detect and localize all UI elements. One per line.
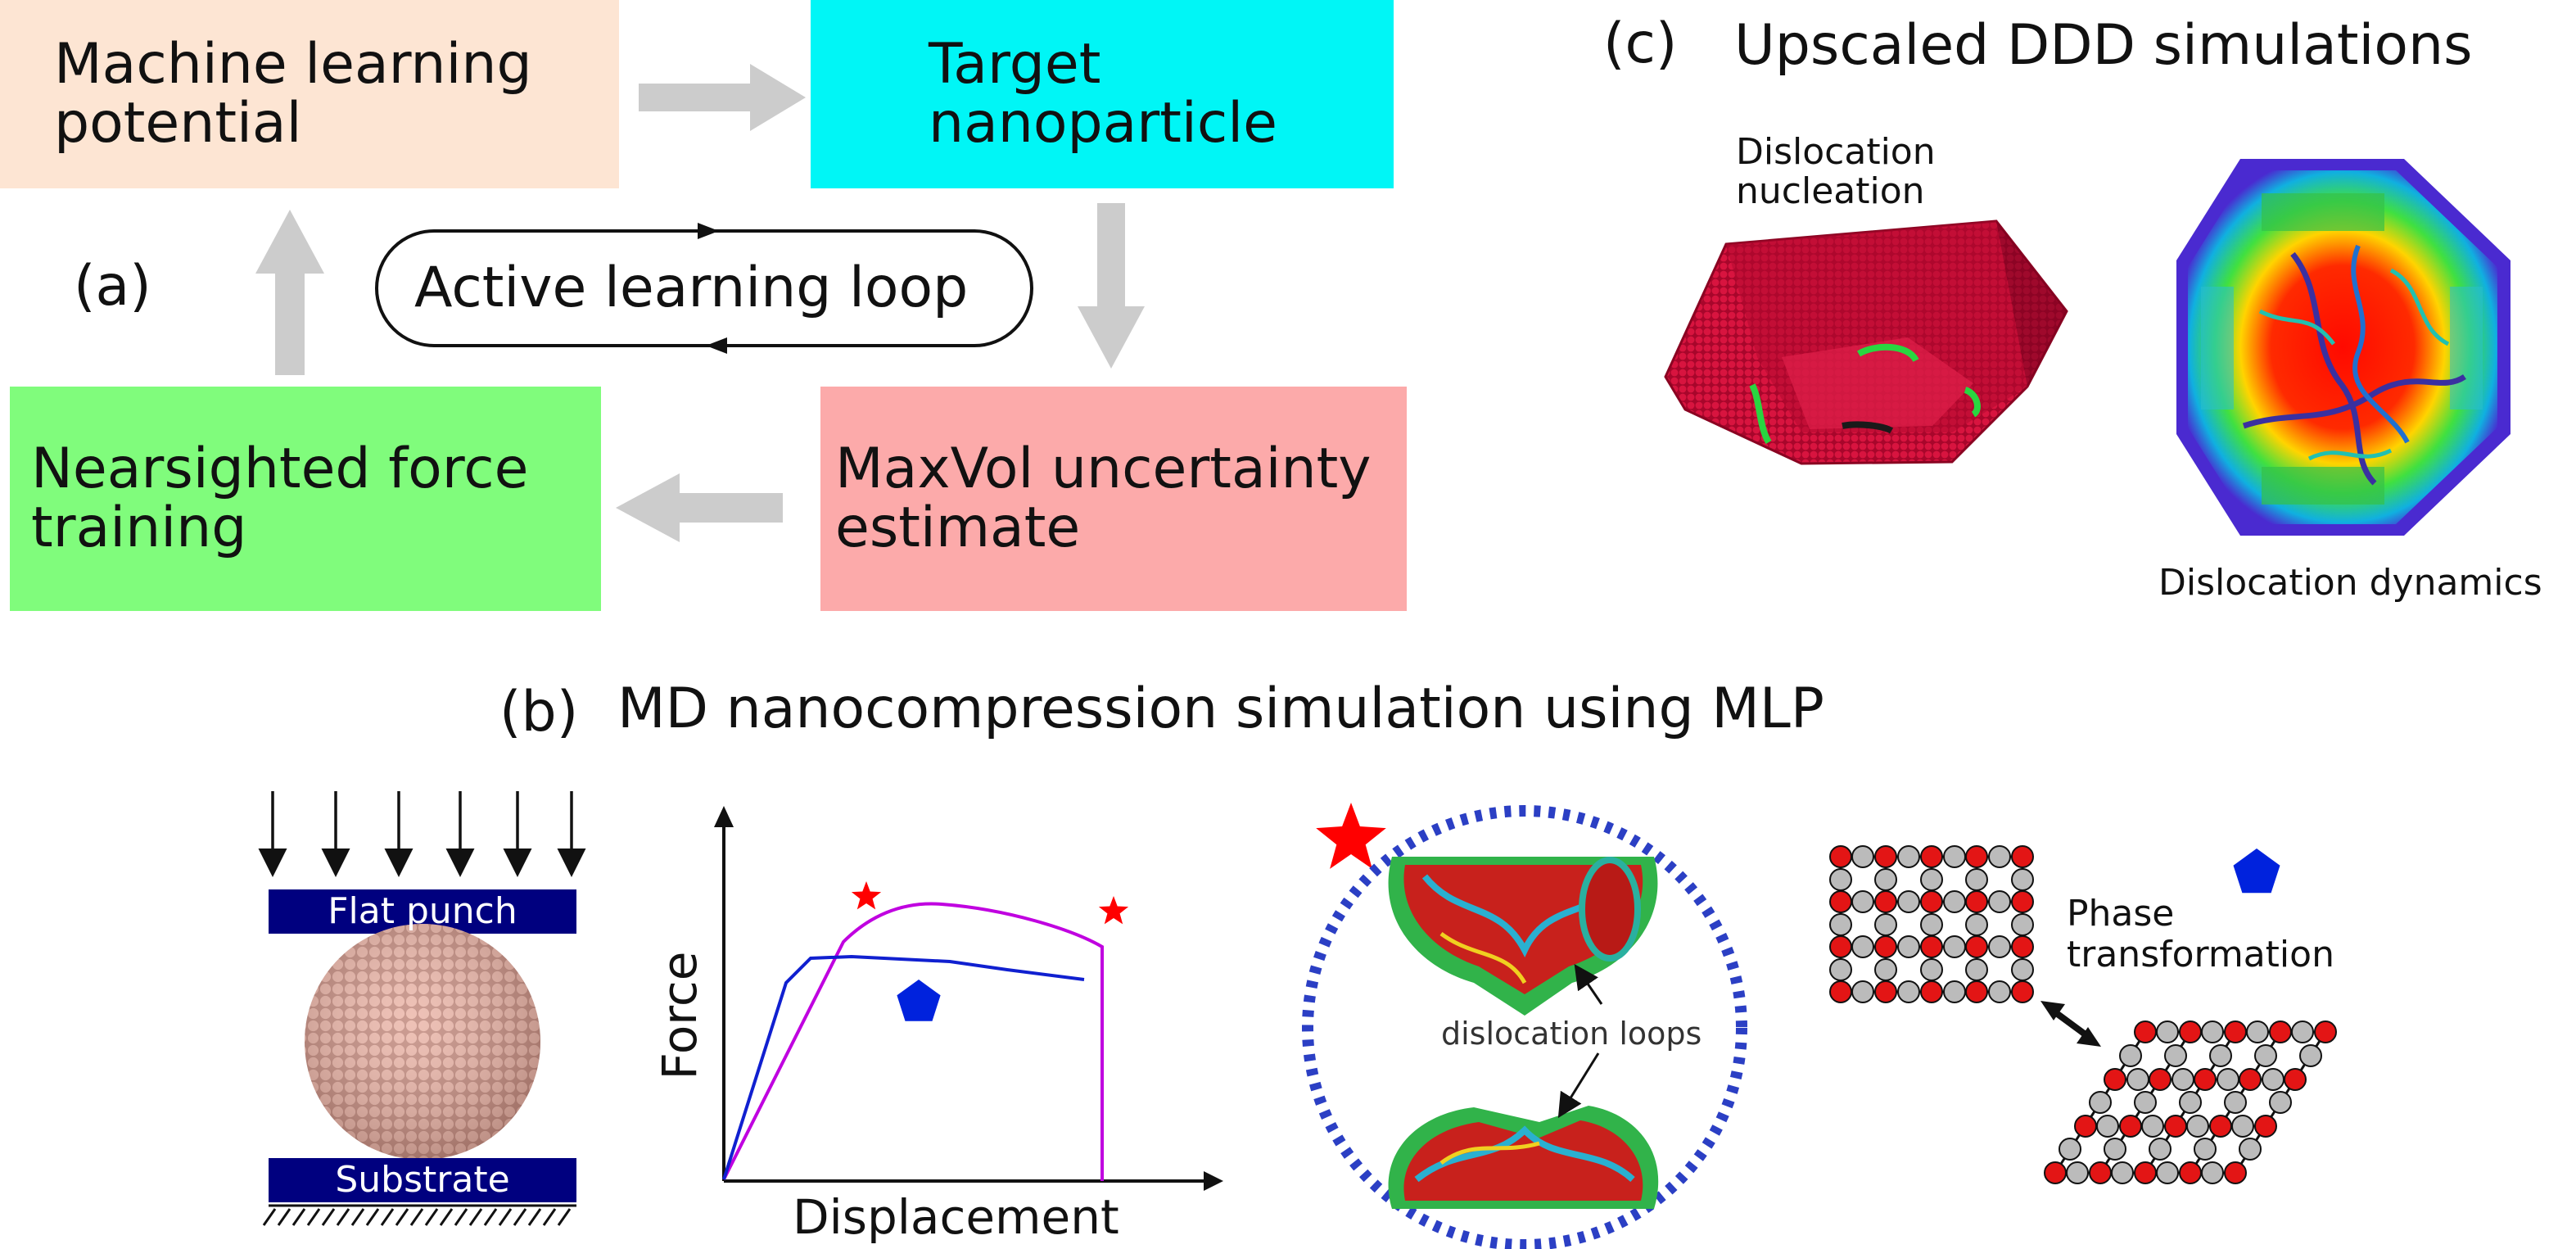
flow-arrow-left xyxy=(616,473,783,542)
maxvol-text-2: estimate xyxy=(835,496,1081,560)
panel-b-label: (b) xyxy=(499,680,579,744)
lattice-square xyxy=(1829,845,2034,1003)
star-marker-plot-1 xyxy=(851,881,882,910)
y-axis-label: Force xyxy=(652,951,707,1080)
maxvol-text-1: MaxVol uncertainty xyxy=(835,437,1372,501)
dislocation-pointers xyxy=(1557,964,1603,1119)
substrate-hatch xyxy=(262,1204,576,1226)
dynamics-label: Dislocation dynamics xyxy=(2158,562,2542,604)
panel-b-title: MD nanocompression simulation using MLP xyxy=(617,677,1824,741)
target-text-2: nanoparticle xyxy=(929,91,1277,156)
loop-arrow-top xyxy=(698,223,719,239)
pentagon-marker-phase xyxy=(2233,849,2280,894)
curve-purple xyxy=(722,902,1104,1181)
panel-a-label: (a) xyxy=(74,254,151,319)
nearsighted-box: Nearsighted force training xyxy=(10,387,601,611)
dislocation-loops-label: dislocation loops xyxy=(1441,1016,1702,1052)
target-box: Target nanoparticle xyxy=(811,0,1394,188)
loop-label: Active learning loop xyxy=(414,256,969,320)
star-marker-plot-2 xyxy=(1098,896,1129,925)
star-marker-large xyxy=(1316,803,1386,869)
nearsighted-text-1: Nearsighted force xyxy=(31,437,529,501)
flow-arrow-right xyxy=(639,64,806,131)
force-arrows xyxy=(258,791,586,877)
lattice-sheared xyxy=(2044,1020,2337,1184)
flat-punch-label: Flat punch xyxy=(328,890,517,932)
substrate-label: Substrate xyxy=(335,1159,510,1201)
x-axis-label: Displacement xyxy=(793,1189,1119,1245)
mlp-text-1: Machine learning xyxy=(54,32,532,97)
dynamics-particle xyxy=(2176,159,2510,536)
particle-outline xyxy=(1302,805,1747,1249)
pentagon-marker-plot xyxy=(897,980,941,1021)
plot-axes xyxy=(722,826,1207,1183)
nucleation-label-2: nucleation xyxy=(1736,170,1925,212)
loops-top xyxy=(1388,857,1658,1016)
loop-outline xyxy=(375,229,1033,347)
phase-label-1: Phase xyxy=(2067,893,2175,934)
mlp-box: Machine learning potential xyxy=(0,0,619,188)
mlp-text-2: potential xyxy=(54,91,302,156)
phase-label-2: transformation xyxy=(2067,934,2334,975)
nucleation-particle xyxy=(1664,219,2068,465)
panel-c-label: (c) xyxy=(1603,11,1678,76)
transformation-double-arrow xyxy=(2040,1001,2101,1047)
flow-arrow-down xyxy=(1078,203,1145,369)
flow-arrow-up xyxy=(255,210,324,375)
loop-arrow-bottom xyxy=(706,337,727,354)
curve-blue xyxy=(722,954,1085,1180)
nearsighted-text-2: training xyxy=(31,496,247,560)
x-axis-arrowhead xyxy=(1204,1171,1223,1191)
nucleation-label-1: Dislocation xyxy=(1736,131,1936,173)
y-axis-arrowhead xyxy=(714,806,734,827)
maxvol-box: MaxVol uncertainty estimate xyxy=(820,387,1407,611)
substrate-plate xyxy=(269,1158,576,1202)
loops-bottom xyxy=(1388,1106,1659,1209)
target-text-1: Target xyxy=(929,32,1101,97)
panel-c-title: Upscaled DDD simulations xyxy=(1734,13,2473,78)
